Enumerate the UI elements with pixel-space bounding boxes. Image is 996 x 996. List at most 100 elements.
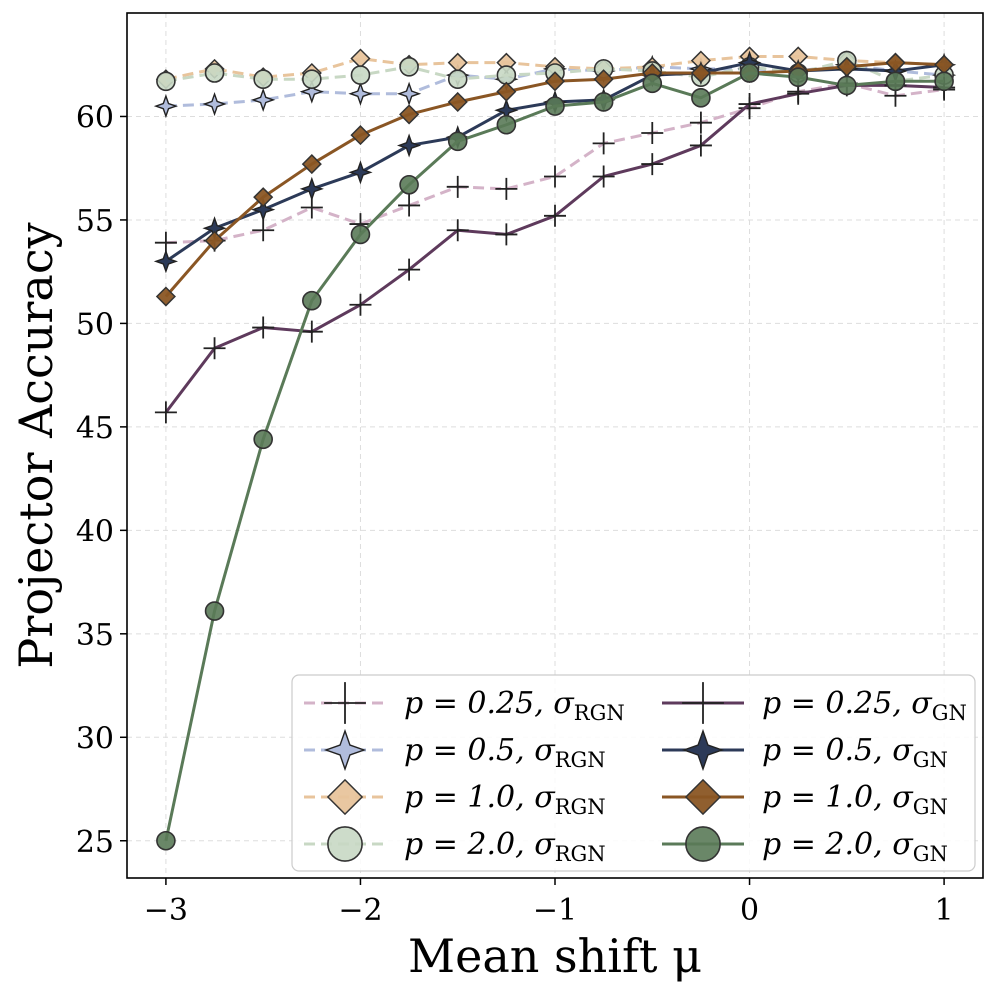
data-point xyxy=(446,175,469,198)
data-point xyxy=(496,65,517,85)
data-point xyxy=(204,63,225,83)
y-tick-label: 25 xyxy=(76,825,114,860)
legend-label: p = 0.25, σGN xyxy=(762,686,967,725)
data-point xyxy=(885,71,906,92)
legend-label: p = 0.5, σRGN xyxy=(404,733,606,772)
data-point xyxy=(934,71,954,92)
data-point xyxy=(446,219,469,242)
data-point xyxy=(349,293,372,316)
data-point xyxy=(396,81,422,106)
data-point xyxy=(153,249,179,274)
data-point xyxy=(496,114,517,135)
data-point xyxy=(398,194,421,217)
legend-item: p = 1.0, σGN xyxy=(662,778,948,819)
data-point xyxy=(203,337,226,360)
series-group xyxy=(153,46,957,851)
data-point xyxy=(302,290,322,311)
legend-marker xyxy=(323,728,367,772)
data-point xyxy=(350,125,371,146)
legend-label: p = 0.5, σGN xyxy=(762,733,948,772)
data-point xyxy=(252,219,275,242)
data-point xyxy=(253,187,274,208)
data-point xyxy=(253,69,273,90)
data-point xyxy=(641,153,664,176)
grid xyxy=(127,13,983,878)
data-point xyxy=(348,160,373,185)
legend-marker xyxy=(682,682,724,724)
legend-marker xyxy=(684,778,722,816)
legend-label: p = 1.0, σGN xyxy=(762,780,948,819)
legend-label: p = 2.0, σRGN xyxy=(404,827,606,866)
data-point xyxy=(837,75,857,96)
data-point xyxy=(204,230,225,251)
data-point xyxy=(739,63,760,83)
legend: p = 0.25, σRGN p = 0.5, σRGN p = 1.0, σRGN… xyxy=(291,674,976,872)
y-tick-label: 45 xyxy=(76,411,114,446)
legend-label: p = 2.0, σGN xyxy=(762,827,948,866)
x-tick-label: −3 xyxy=(144,893,188,928)
data-point xyxy=(544,165,566,188)
legend-marker xyxy=(681,728,725,772)
data-point xyxy=(204,601,225,621)
data-point xyxy=(447,91,468,113)
data-point xyxy=(299,79,324,104)
data-point xyxy=(545,96,565,116)
series-6 xyxy=(155,52,955,307)
legend-item: p = 0.25, σRGN xyxy=(304,682,625,725)
data-point xyxy=(399,174,419,195)
data-point xyxy=(348,81,373,106)
data-point xyxy=(302,69,322,90)
y-axis-label: Projector Accuracy xyxy=(9,222,63,668)
data-point xyxy=(495,177,518,200)
data-point xyxy=(738,93,761,116)
data-point xyxy=(496,81,517,102)
legend-item: p = 0.5, σGN xyxy=(662,728,948,772)
data-point xyxy=(252,316,275,339)
data-point xyxy=(399,57,419,77)
data-point xyxy=(447,69,468,90)
legend-box xyxy=(291,674,976,872)
data-point xyxy=(593,92,614,112)
data-point xyxy=(691,88,711,108)
data-point xyxy=(689,111,712,134)
x-tick-label: 0 xyxy=(740,893,759,928)
y-tick-label: 55 xyxy=(76,204,114,239)
data-point xyxy=(398,258,421,281)
data-point xyxy=(301,154,322,175)
legend-item: p = 2.0, σGN xyxy=(662,826,948,866)
legend-label: p = 1.0, σRGN xyxy=(404,780,606,819)
data-point xyxy=(202,91,227,117)
data-point xyxy=(399,104,420,125)
y-tick-label: 35 xyxy=(76,618,114,653)
y-tick-label: 40 xyxy=(76,514,114,549)
legend-item: p = 0.25, σGN xyxy=(662,682,967,725)
data-point xyxy=(299,176,324,202)
data-point xyxy=(156,71,176,92)
x-tick-label: −2 xyxy=(338,893,382,928)
data-point xyxy=(396,133,422,158)
data-point xyxy=(253,429,273,450)
data-point xyxy=(251,197,276,222)
y-tick-label: 60 xyxy=(76,100,114,135)
data-point xyxy=(495,223,518,246)
legend-item: p = 1.0, σRGN xyxy=(304,778,606,819)
data-point xyxy=(592,132,615,155)
data-point xyxy=(153,94,179,119)
data-point xyxy=(642,73,663,94)
legend-marker xyxy=(685,826,721,862)
data-point xyxy=(350,65,371,85)
data-point xyxy=(447,131,468,152)
x-tick-label: −1 xyxy=(533,893,577,928)
x-tick-label: 1 xyxy=(935,893,954,928)
y-tick-label: 50 xyxy=(76,307,114,342)
legend-marker xyxy=(326,778,364,816)
data-point xyxy=(689,134,712,157)
series-7 xyxy=(156,63,954,851)
data-point xyxy=(156,830,176,851)
data-point xyxy=(251,87,276,113)
axis-ticks: −3 −2 −1 0 1 25 30 35 40 45 50 55 60 xyxy=(76,100,954,928)
legend-marker xyxy=(324,682,366,724)
series-line xyxy=(165,81,945,245)
data-point xyxy=(593,69,614,90)
y-tick-label: 30 xyxy=(76,721,114,756)
